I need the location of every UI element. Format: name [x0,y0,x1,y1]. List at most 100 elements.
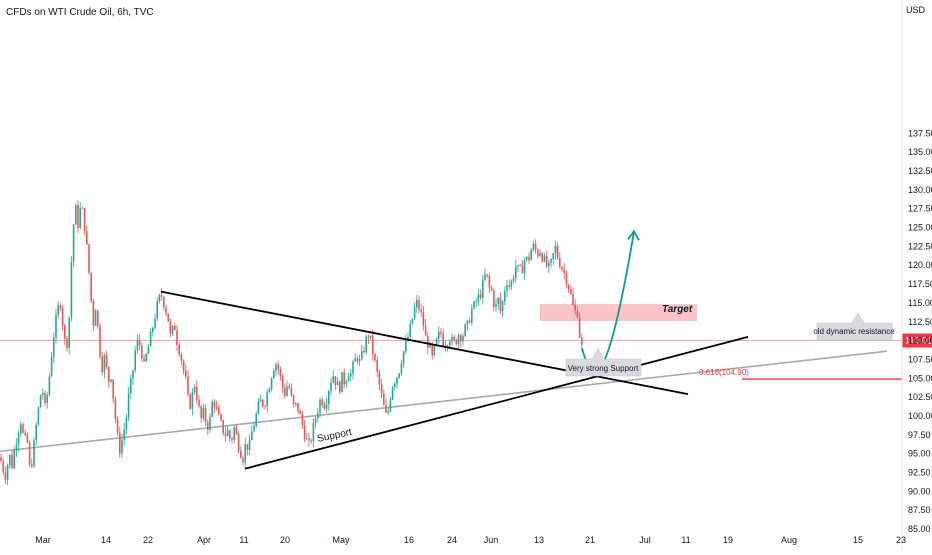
candle-body [453,337,455,340]
candle-body [121,439,123,454]
candle-body [389,399,392,412]
candle-body [59,305,62,309]
candle-body [510,281,513,288]
fib-0618-label: 0.618(104.90) [699,368,749,377]
candle-body [534,243,537,250]
candle-body [523,259,526,274]
fib-layer: 0.618(104.90) [699,368,902,380]
candle-body [521,265,524,274]
candle-body [332,376,334,383]
candle-body [545,255,548,267]
candle-body [290,388,293,396]
candle-body [532,243,535,251]
x-tick-label: Aug [781,535,797,545]
candle-body [435,338,438,346]
candle-body [127,393,130,418]
candle-body [42,392,44,396]
candle-body [202,408,205,419]
candle-body [246,444,249,450]
candle-body [213,401,216,407]
candle-body [446,345,449,348]
candle-body [361,350,363,360]
candle-body [486,274,488,276]
candle-body [240,450,242,458]
candle-body [233,427,235,440]
candle-body [334,376,337,385]
y-tick-label: 100.00 [908,411,932,421]
candle-body [556,245,559,259]
x-axis[interactable]: Mar 14 22 Apr 11 20 May 16 24 Jun 13 21 Jul 11 19 Aug 15… [35,535,906,545]
target-label: Target [662,304,693,315]
candle-body [325,404,328,409]
candle-body [211,401,213,417]
y-tick-label: 125.00 [908,223,932,233]
y-tick-label: 107.50 [908,354,932,364]
y-tick-label: 112.50 [908,317,932,327]
candle-body [163,296,165,308]
candle-body [108,367,110,382]
candle-body [235,427,238,435]
candle-body [31,464,33,467]
candle-body [552,253,554,259]
candle-body [136,339,139,351]
candle-body [222,420,224,434]
x-tick-label: May [332,535,350,545]
old-dynamic-resistance-label: old dynamic resistance [813,327,895,336]
candle-body [105,355,108,368]
candle-body [138,339,141,346]
candle-body [350,373,352,377]
candle-body [398,373,400,378]
candle-body [244,444,246,463]
candle-body [156,301,158,319]
candle-body [422,311,425,326]
candle-body [86,231,88,245]
candle-body [508,285,510,288]
candle-body [405,341,407,352]
candle-body [75,205,77,225]
y-tick-label: 92.50 [908,467,931,477]
candle-body [193,386,196,393]
candle-body [270,378,273,390]
candle-body [284,387,286,396]
candle-body [433,345,436,356]
candle-body [495,304,497,308]
candle-body [143,358,145,362]
x-tick-label: 22 [143,535,153,545]
candle-body [171,325,174,334]
candle-body [200,406,202,419]
candle-body [147,346,150,354]
candle-body [187,376,189,395]
candle-body [504,291,506,302]
candle-body [182,360,185,371]
candle-body [402,351,405,364]
x-tick-label: 11 [681,535,690,545]
candle-body [429,343,431,348]
candle-body [473,301,475,309]
candle-body [374,354,376,361]
candle-body [299,411,301,415]
candle-body [464,324,466,337]
candle-body [341,372,343,393]
candle-body [561,267,563,270]
candle-body [191,392,194,409]
candle-body [369,335,372,338]
x-tick-label: 15 [853,535,863,545]
x-tick-label: Jul [639,535,651,545]
candle-body [400,363,403,374]
candle-body [581,337,583,345]
candle-body [53,337,55,358]
candle-body [33,440,35,467]
candle-body [55,314,57,338]
y-axis[interactable]: 85.00 87.50 90.00 92.50 95.00 97.50 100.00 102.… [901,0,932,550]
candle-body [165,307,167,314]
candle-body [321,399,323,406]
candle-body [501,301,504,312]
candle-body [215,406,218,408]
candle-body [482,279,484,298]
candle-body [237,434,240,451]
candle-body [574,304,576,311]
candle-body [468,320,471,323]
candle-body [301,414,304,426]
